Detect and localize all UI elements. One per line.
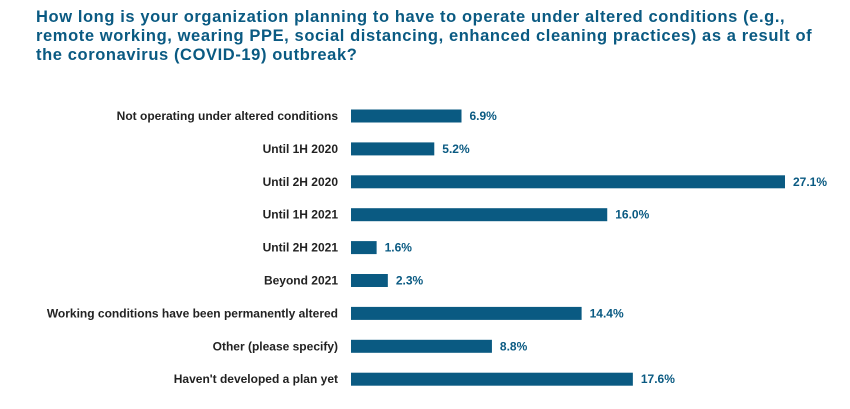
category-label: Beyond 2021 bbox=[264, 274, 338, 288]
value-label: 2.3% bbox=[396, 274, 424, 288]
bar bbox=[351, 208, 608, 222]
category-label: Until 2H 2021 bbox=[263, 241, 339, 255]
category-label: Until 1H 2020 bbox=[263, 142, 339, 156]
category-label: Until 1H 2021 bbox=[263, 208, 339, 222]
value-label: 14.4% bbox=[590, 306, 624, 320]
category-label: Other (please specify) bbox=[213, 339, 338, 353]
bar bbox=[351, 339, 492, 353]
bar bbox=[351, 241, 377, 255]
value-label: 17.6% bbox=[641, 372, 675, 386]
value-label: 16.0% bbox=[615, 208, 649, 222]
value-label: 27.1% bbox=[793, 175, 827, 189]
category-label: Working conditions have been permanently… bbox=[47, 306, 338, 320]
value-label: 1.6% bbox=[385, 241, 413, 255]
bar bbox=[351, 109, 462, 123]
category-label: Haven't developed a plan yet bbox=[174, 372, 338, 386]
category-label: Until 2H 2020 bbox=[263, 175, 339, 189]
category-label: Not operating under altered conditions bbox=[117, 109, 339, 123]
chart-title: How long is your organization planning t… bbox=[36, 8, 813, 64]
value-label: 6.9% bbox=[470, 109, 498, 123]
bar bbox=[351, 372, 633, 386]
value-label: 5.2% bbox=[442, 142, 470, 156]
value-label: 8.8% bbox=[500, 339, 528, 353]
bar bbox=[351, 274, 388, 287]
bar bbox=[351, 142, 435, 156]
bar bbox=[351, 306, 582, 320]
bar bbox=[351, 175, 785, 189]
